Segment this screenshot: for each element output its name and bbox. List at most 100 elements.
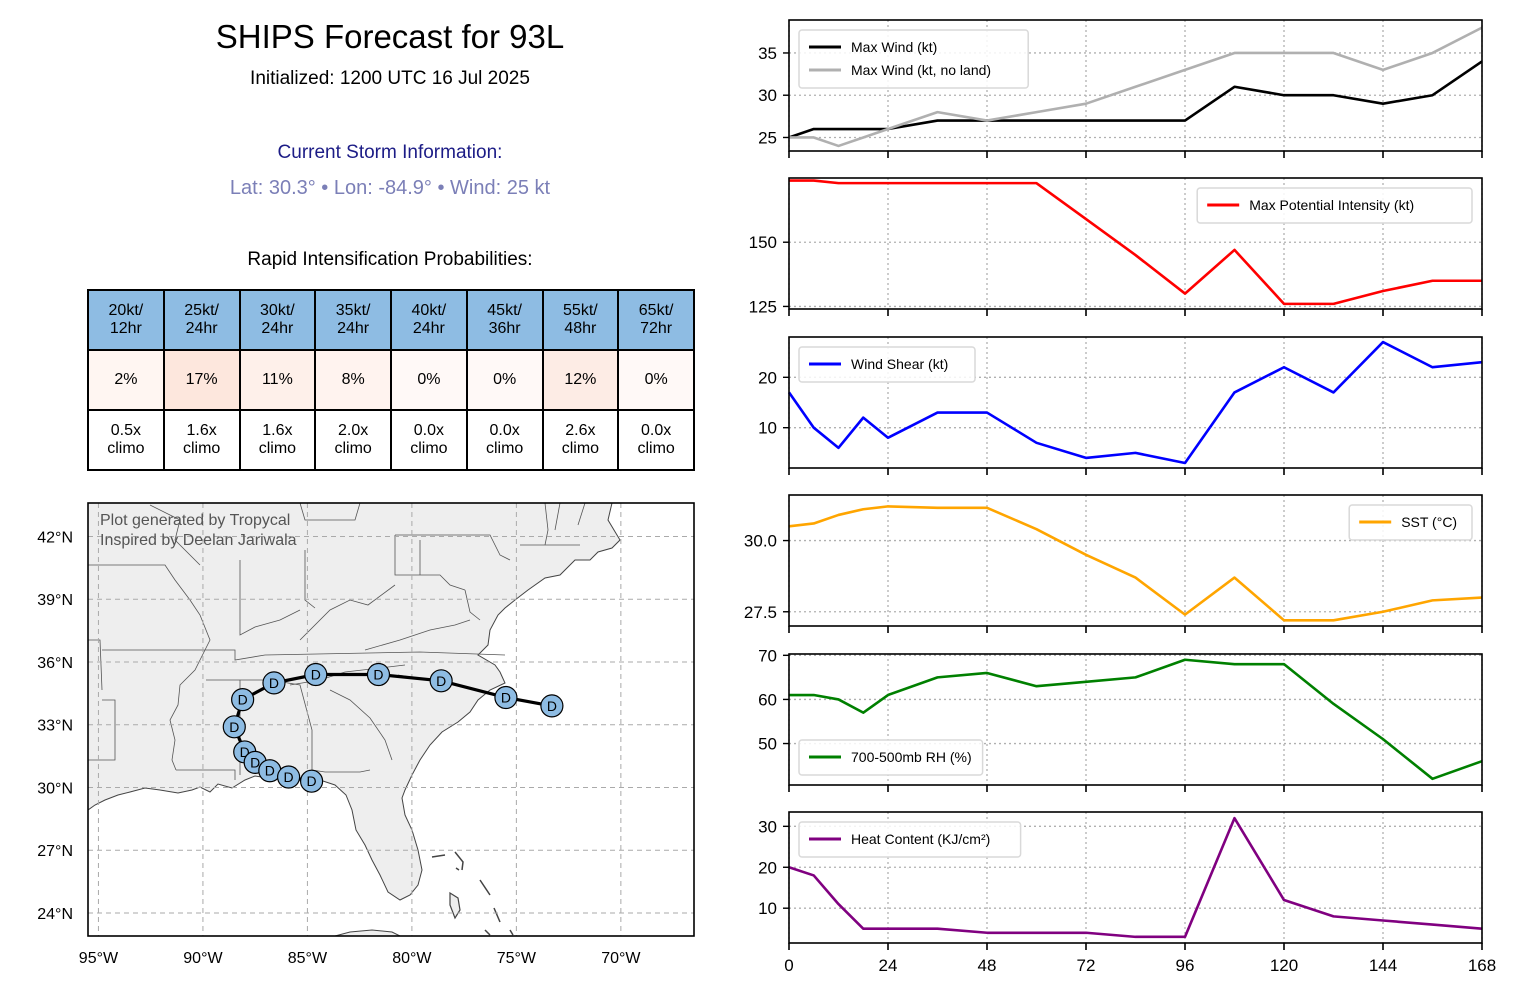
- series-line-max-wind-kt-no-land-: [789, 26, 1483, 148]
- y-tick-label: 60: [758, 690, 777, 709]
- legend-label: SST (°C): [1401, 514, 1457, 530]
- legend-box: [798, 739, 984, 776]
- legend-label: Max Wind (kt, no land): [851, 62, 991, 78]
- series-line-700-500mb-rh-: [789, 658, 1483, 781]
- watermark-line-1: Plot generated by Tropycal: [100, 512, 290, 529]
- lat-label: 42°N: [37, 529, 73, 546]
- lat-label: 27°N: [37, 843, 73, 860]
- track-point: D: [262, 671, 286, 695]
- lon-label: 80°W: [392, 950, 432, 967]
- cuba-edge: [334, 929, 401, 936]
- current-storm-heading: Current Storm Information:: [277, 142, 503, 163]
- lat-label: 30°N: [37, 780, 73, 797]
- y-tick-label: 10: [758, 899, 777, 918]
- ri-climo-cell: 1.6x climo: [238, 409, 317, 471]
- legend-label: Wind Shear (kt): [851, 356, 948, 372]
- track-marker-label: D: [229, 719, 239, 735]
- ri-probability-table: 20kt/12hr 25kt/24hr 30kt/24hr 35kt/24hr …: [87, 289, 695, 471]
- track-marker-label: D: [284, 769, 294, 785]
- x-tick-label: 0: [784, 956, 793, 975]
- x-tick-label: 144: [1369, 956, 1397, 975]
- ri-header-cell: 45kt/36hr: [465, 289, 544, 351]
- track-marker: [299, 769, 324, 793]
- lat-label: 33°N: [37, 718, 73, 735]
- x-tick-label: 96: [1176, 956, 1195, 975]
- track-point: D: [304, 662, 328, 687]
- legend-label: 700-500mb RH (%): [851, 749, 972, 765]
- lon-label: 90°W: [183, 950, 223, 967]
- track-point: D: [366, 662, 391, 687]
- current-storm-info: Lat: 30.3° • Lon: -84.9° • Wind: 25 kt: [229, 177, 551, 199]
- ri-climo-cell: 2.0x climo: [314, 409, 392, 471]
- ri-probability-cell: 12%: [541, 349, 620, 411]
- track-point: D: [494, 685, 518, 710]
- track-marker-label: D: [269, 675, 279, 691]
- initialized-time: Initialized: 1200 UTC 16 Jul 2025: [250, 68, 530, 89]
- ri-header-row: 20kt/12hr 25kt/24hr 30kt/24hr 35kt/24hr …: [87, 289, 695, 351]
- legend-box: [1196, 187, 1473, 224]
- ri-header-cell: 35kt/24hr: [314, 289, 392, 351]
- track-marker-label: D: [250, 754, 260, 770]
- ri-probability-cell: 0%: [390, 349, 468, 411]
- series-line-sst-c-: [788, 505, 1483, 622]
- legend: Max Potential Intensity (kt): [1196, 187, 1473, 224]
- plot-frame: [788, 811, 1483, 944]
- series-line-max-wind-kt-: [788, 60, 1483, 139]
- series-line-wind-shear-kt-: [787, 340, 1483, 465]
- track-point: D: [231, 688, 255, 712]
- track-point: D: [429, 669, 453, 693]
- track-marker: [304, 662, 328, 687]
- y-tick-label: 50: [758, 735, 777, 754]
- track-marker: [262, 671, 286, 695]
- track-point: D: [222, 715, 246, 739]
- legend-box: [1348, 504, 1473, 541]
- ri-header-cell: 30kt/24hr: [238, 289, 317, 351]
- track-marker-label: D: [307, 773, 317, 789]
- legend: Wind Shear (kt): [798, 346, 976, 383]
- lon-label: 85°W: [288, 950, 328, 967]
- legend-box: [798, 821, 1022, 858]
- chart-panel-6: 10 20 30 0 24 48 72 96 120 144 168 Heat Content (KJ…: [758, 811, 1496, 975]
- x-tick-label: 24: [879, 956, 898, 975]
- ri-heading: Rapid Intensification Probabilities:: [247, 249, 533, 270]
- state-borders: [88, 503, 586, 780]
- track-marker-label: D: [373, 667, 383, 683]
- track-point: D: [540, 694, 564, 718]
- legend-box: [798, 29, 1029, 89]
- ri-climo-row: 0.5x climo 1.6x climo 1.6x climo 2.0x climo …: [87, 409, 695, 471]
- ri-probability-cell: 0%: [465, 349, 544, 411]
- ri-probability-cell: 8%: [314, 349, 392, 411]
- y-tick-label: 10: [758, 419, 777, 438]
- legend: Heat Content (KJ/cm²): [798, 821, 1022, 858]
- series-line-heat-content-kj-cm-: [788, 816, 1483, 939]
- chart-panel-5: 50 60 70 700-500mb RH (%): [758, 646, 1483, 792]
- track-marker: [366, 662, 391, 687]
- lat-label: 39°N: [37, 592, 73, 609]
- plot-frame: [788, 19, 1483, 152]
- ri-header-cell: 55kt/48hr: [541, 289, 620, 351]
- lat-label: 24°N: [37, 906, 73, 923]
- ri-probability-cell: 11%: [238, 349, 317, 411]
- y-tick-label: 30: [758, 817, 777, 836]
- lat-label: 36°N: [37, 655, 73, 672]
- ri-probability-cell: 17%: [162, 349, 241, 411]
- ri-header-cell: 25kt/24hr: [162, 289, 241, 351]
- track-point: D: [277, 765, 301, 789]
- ri-probability-cell: 0%: [617, 349, 695, 411]
- track-marker: [277, 765, 301, 789]
- ri-climo-cell: 0.0x climo: [617, 409, 695, 471]
- x-tick-label: 120: [1270, 956, 1298, 975]
- lon-label: 75°W: [497, 950, 537, 967]
- plot-frame: [788, 653, 1483, 786]
- map-axis-labels: 95°W 90°W 85°W 80°W 75°W 70°W 24°N 27°N 30°N 33°N…: [37, 529, 641, 967]
- figure-title: SHIPS Forecast for 93L: [215, 18, 565, 55]
- legend: 700-500mb RH (%): [798, 739, 984, 776]
- track-marker-label: D: [547, 698, 557, 714]
- y-tick-label: 70: [758, 646, 777, 665]
- ri-climo-cell: 1.6x climo: [162, 409, 241, 471]
- track-marker-label: D: [240, 744, 250, 760]
